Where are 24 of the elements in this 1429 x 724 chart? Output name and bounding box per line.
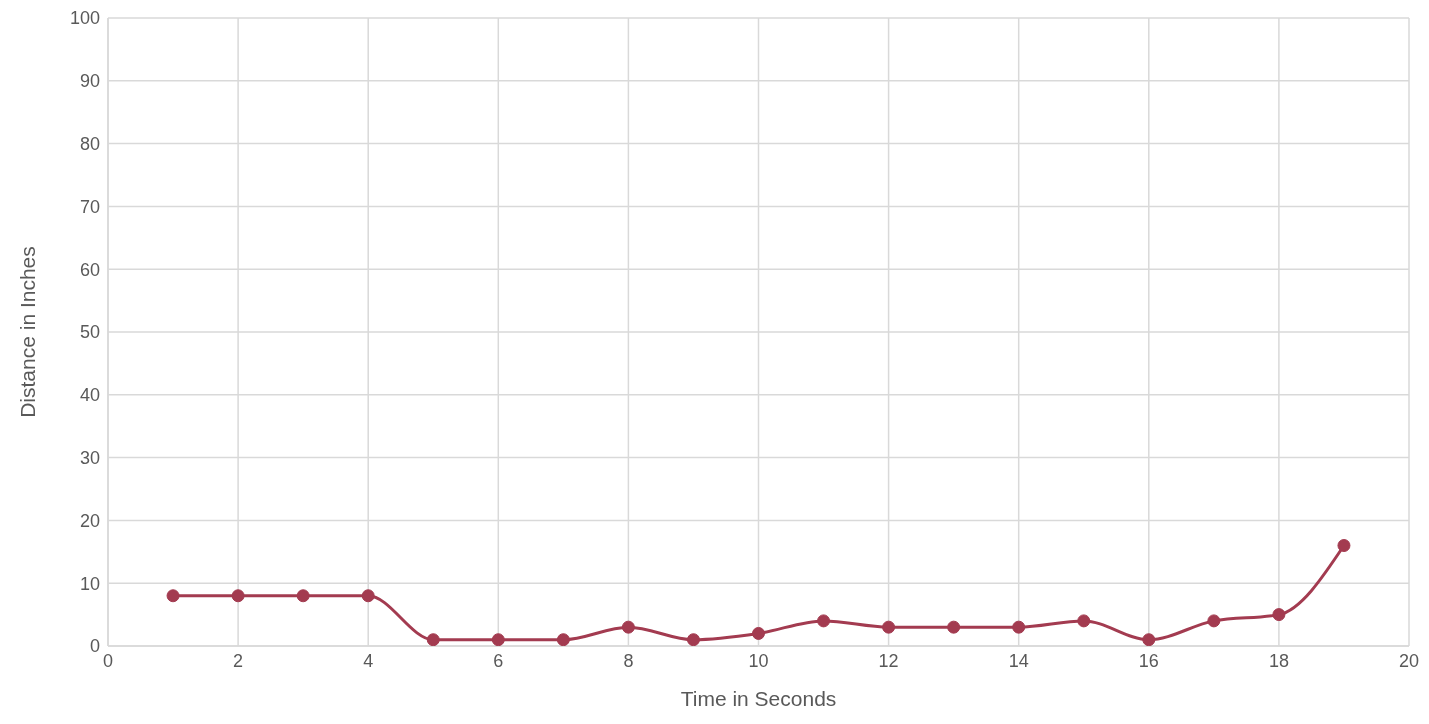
y-tick-label: 10 bbox=[79, 573, 100, 594]
y-axis-title: Distance in Inches bbox=[16, 246, 40, 418]
y-tick-label: 0 bbox=[89, 636, 100, 657]
x-tick-label: 6 bbox=[493, 650, 504, 671]
x-tick-label: 20 bbox=[1398, 650, 1420, 671]
y-tick-label: 70 bbox=[79, 196, 100, 217]
x-tick-label: 10 bbox=[748, 650, 769, 671]
x-tick-label: 4 bbox=[363, 650, 374, 671]
y-tick-label: 30 bbox=[79, 447, 100, 468]
y-tick-label: 20 bbox=[79, 510, 100, 531]
y-tick-label: 100 bbox=[69, 8, 100, 29]
y-tick-label: 60 bbox=[79, 259, 100, 280]
y-tick-label: 90 bbox=[79, 71, 100, 92]
y-tick-label: 40 bbox=[79, 385, 100, 406]
x-tick-label: 0 bbox=[102, 650, 114, 671]
x-tick-label: 2 bbox=[233, 650, 244, 671]
y-tick-label: 80 bbox=[79, 133, 100, 154]
x-axis-title: Time in Seconds bbox=[680, 687, 837, 710]
x-tick-label: 18 bbox=[1268, 650, 1289, 671]
x-tick-label: 8 bbox=[623, 650, 634, 671]
x-tick-label: 14 bbox=[1008, 650, 1029, 671]
x-tick-label: 12 bbox=[878, 650, 899, 671]
y-tick-label: 50 bbox=[79, 322, 100, 343]
x-tick-label: 16 bbox=[1138, 650, 1159, 671]
